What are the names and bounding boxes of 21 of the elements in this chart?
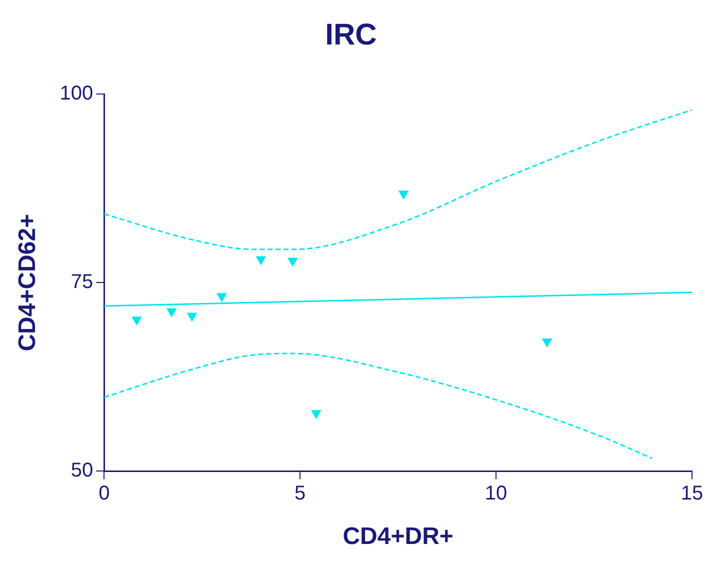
point — [542, 338, 552, 347]
point — [166, 308, 176, 317]
point — [398, 190, 408, 200]
x-tick-label: 10 — [484, 482, 508, 505]
y-tick-label: 75 — [70, 271, 94, 294]
point — [187, 312, 197, 322]
point — [216, 293, 227, 302]
point — [311, 410, 322, 419]
chart-title: IRC — [325, 18, 377, 52]
y-tick-label: 100 — [60, 82, 94, 105]
y-tick-label: 50 — [70, 460, 94, 482]
point — [288, 258, 298, 266]
line-series — [104, 109, 692, 250]
point — [132, 316, 142, 326]
x-tick-label: 5 — [294, 482, 306, 505]
x-axis-title: CD4+DR+ — [342, 523, 454, 550]
x-tick-label: 0 — [98, 482, 110, 505]
point — [256, 256, 266, 265]
y-axis-title: CD4+CD62+ — [14, 214, 42, 352]
x-tick-label: 15 — [680, 482, 704, 505]
line-series — [104, 352, 653, 460]
